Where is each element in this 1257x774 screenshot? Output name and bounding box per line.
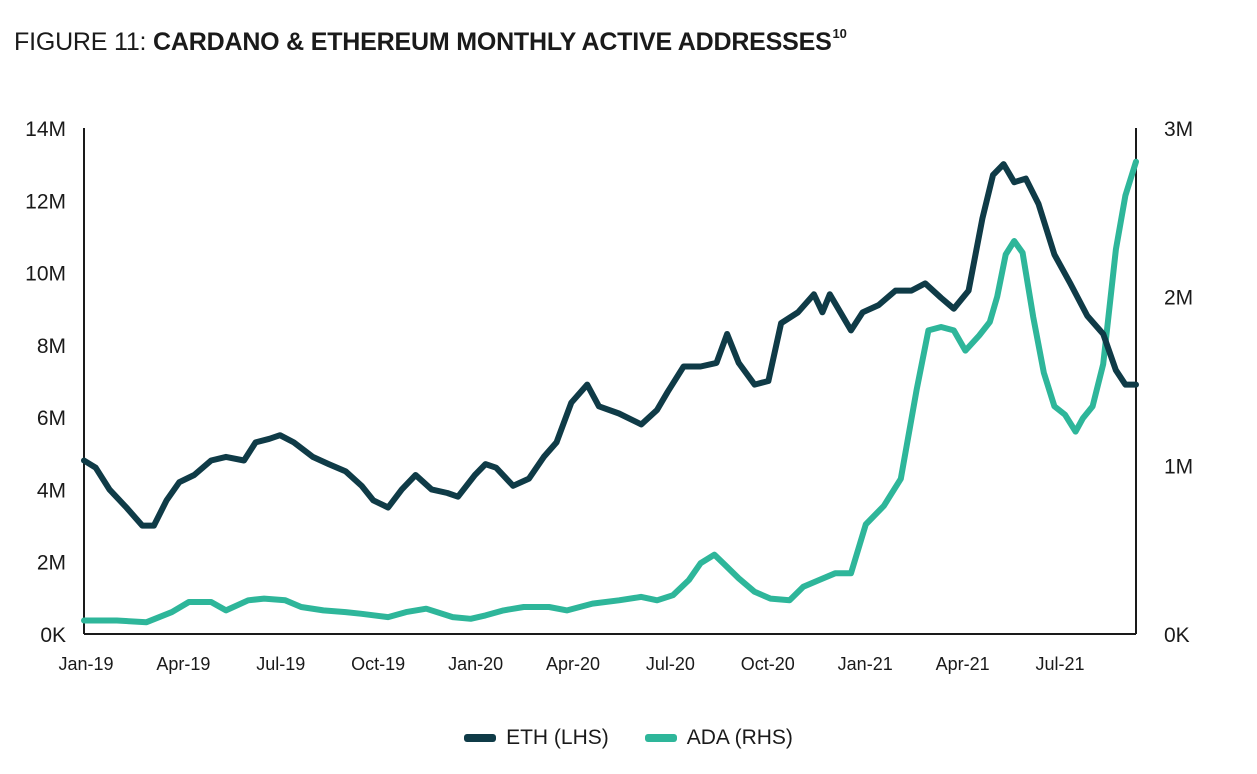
legend-swatch-eth [464,734,497,742]
legend-label-eth: ETH (LHS) [506,726,609,749]
x-tick-label: Jan-21 [838,654,893,674]
y-left-tick-label: 4M [37,479,66,502]
x-tick-label: Jul-19 [256,654,305,674]
x-tick-label: Jan-19 [58,654,113,674]
x-tick-label: Apr-20 [546,654,600,674]
x-tick-label: Jul-20 [646,654,695,674]
x-axis-ticks: Jan-19 Apr-19 Jul-19 Oct-19 Jan-20 Apr-20 Jul-… [58,654,1084,674]
x-tick-label: Jan-20 [448,654,503,674]
x-tick-label: Jul-21 [1035,654,1084,674]
y-left-tick-label: 8M [37,335,66,358]
chart-title: FIGURE 11: CARDANO & ETHEREUM MONTHLY AC… [14,26,847,57]
figure-title: CARDANO & ETHEREUM MONTHLY ACTIVE ADDRES… [153,28,832,56]
y-left-tick-label: 2M [37,552,66,575]
figure-number: FIGURE 11: [14,28,147,56]
y-right-tick-label: 1M [1164,455,1193,478]
x-tick-label: Oct-20 [741,654,795,674]
line-chart: 0K 2M 4M 6M 8M 10M 12M 14M 0K 1M 2M 3M Jan-19 Apr-1… [25,118,1193,674]
series-line-eth [81,161,1139,529]
y-left-tick-label: 14M [25,118,66,141]
y-right-tick-label: 2M [1164,287,1193,310]
y-left-tick-label: 12M [25,190,66,213]
series-line-ada [81,158,1139,626]
x-tick-label: Apr-21 [936,654,990,674]
legend-swatch-ada [644,734,677,742]
y-right-tick-label: 3M [1164,118,1193,141]
legend-label-ada: ADA (RHS) [686,726,793,749]
legend-item-eth: ETH (LHS) [464,726,609,750]
y-left-tick-label: 6M [37,407,66,430]
x-tick-label: Apr-19 [156,654,210,674]
legend: ETH (LHS) ADA (RHS) [0,726,1257,750]
left-axis-ticks: 0K 2M 4M 6M 8M 10M 12M 14M [25,118,66,647]
right-axis-ticks: 0K 1M 2M 3M [1164,118,1193,647]
y-left-tick-label: 0K [40,624,66,647]
footnote-marker: 10 [832,26,847,41]
y-right-tick-label: 0K [1164,624,1190,647]
x-tick-label: Oct-19 [351,654,405,674]
legend-item-ada: ADA (RHS) [644,726,793,750]
y-left-tick-label: 10M [25,263,66,286]
